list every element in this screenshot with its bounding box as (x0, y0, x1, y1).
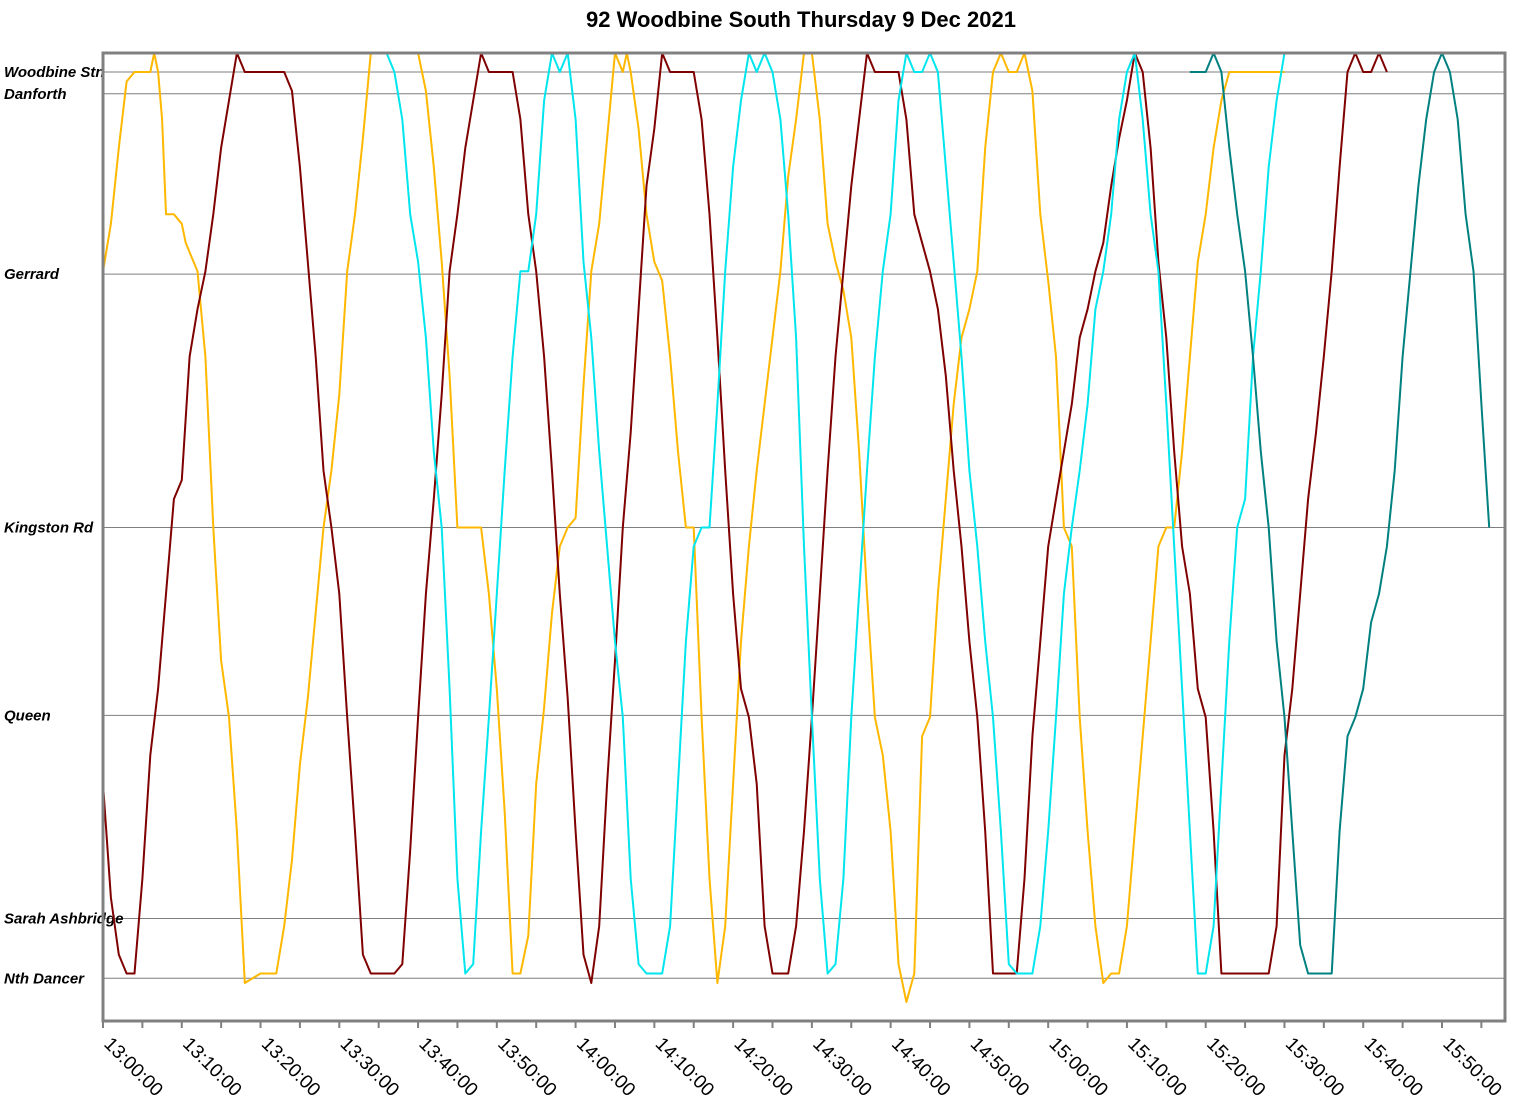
stop-label: Kingston Rd (4, 520, 94, 537)
stop-label: Danforth (4, 86, 67, 103)
series-line-1 (102, 52, 1285, 1003)
chart-title: 92 Woodbine South Thursday 9 Dec 2021 (586, 7, 1016, 32)
series-line-3 (378, 52, 1286, 975)
gridlines (103, 71, 1505, 979)
stop-label: Gerrard (4, 266, 60, 283)
stop-label: Queen (4, 707, 51, 724)
series-line-4 (1189, 52, 1491, 975)
plot-frame (101, 51, 1507, 1023)
series-lines (102, 52, 1491, 1003)
series-line-2 (102, 52, 1388, 984)
stop-label: Nth Dancer (4, 970, 85, 987)
stop-label: Woodbine Stn (4, 64, 105, 81)
stop-labels: Woodbine Stn Danforth Gerrard Kingston Rd Qu… (4, 64, 123, 987)
stop-label: Sarah Ashbridge (4, 911, 123, 928)
